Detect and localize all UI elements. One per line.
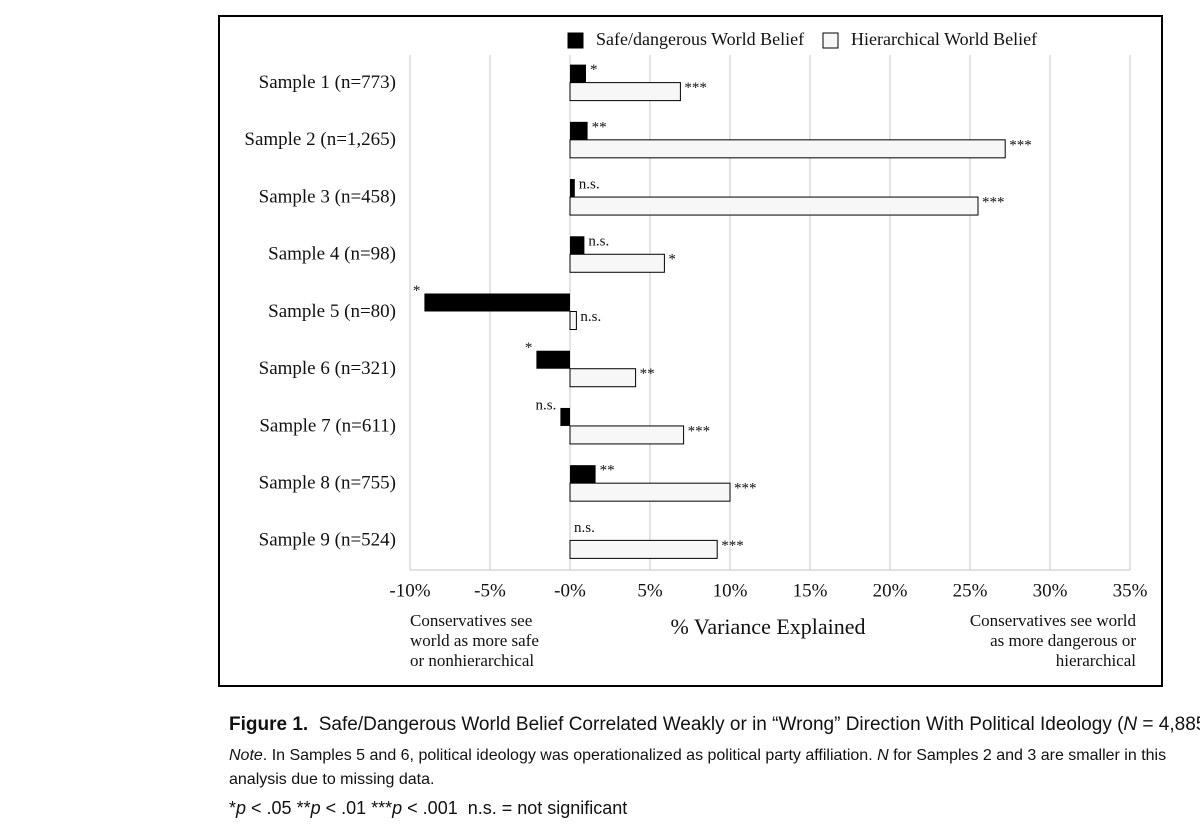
y-tick-label: Sample 2 (n=1,265) [244,129,396,150]
bar [569,196,979,216]
x-tick-label: 5% [637,580,663,601]
significance-label: n.s. [536,397,557,413]
caption-text: Safe/Dangerous World Belief Correlated W… [318,714,1124,735]
significance-label: n.s. [574,520,595,536]
y-tick-label: Sample 6 (n=321) [259,358,396,379]
footnote-text: n.s. = not significant [457,798,628,818]
x-tick-label: 10% [713,580,748,601]
significance-label: *** [734,481,757,497]
bar [570,121,588,140]
significance-label: n.s. [588,234,609,250]
footnote-text: p [310,798,321,818]
legend-swatch [567,32,584,49]
x-tick-label: 35% [1113,580,1148,601]
bar [560,407,570,426]
x-tick-label: 20% [873,580,908,601]
caption-label: Figure 1. [229,714,309,735]
caption-text: N [1123,714,1138,735]
right-note: as more dangerous or [990,631,1136,650]
bar [570,64,586,83]
left-note: or nonhierarchical [410,651,534,670]
bar [536,350,570,369]
significance-label: * [590,62,598,78]
footnote: *p < .05 **p < .01 ***p < .001 n.s. = no… [229,798,627,819]
bar [570,236,585,255]
footnote-text: p [236,798,247,818]
significance-label: * [525,340,533,356]
bar [569,368,637,388]
bar [569,539,718,559]
significance-label: n.s. [579,176,600,192]
legend-label: Safe/dangerous World Belief [596,29,804,49]
x-tick-label: -5% [474,580,506,601]
significance-label: ** [640,366,655,382]
legend-label: Hierarchical World Belief [851,29,1037,49]
y-tick-label: Sample 5 (n=80) [268,301,396,322]
footnote-text: < .05 ** [246,798,311,818]
note-text: . In Samples 5 and 6, political ideology… [262,747,878,764]
footnote-text: * [229,798,237,818]
bar [569,311,577,330]
significance-label: ** [600,463,615,479]
y-tick-label: Sample 9 (n=524) [259,530,396,551]
bar [570,465,596,484]
significance-label: ** [592,119,607,135]
note-text: for Samples 2 and 3 are smaller in this … [229,747,1167,788]
legend-swatch [822,32,839,49]
significance-label: *** [721,538,744,554]
right-note: hierarchical [1056,651,1136,670]
y-tick-label: Sample 3 (n=458) [259,186,396,207]
note-text: N [877,747,889,764]
significance-label: * [413,283,421,299]
footnote-text: p [392,798,403,818]
x-tick-label: -10% [389,580,430,601]
right-note: Conservatives see world [970,611,1137,630]
y-tick-label: Sample 4 (n=98) [268,244,396,265]
bar [424,293,570,312]
significance-label: *** [1009,137,1031,153]
chart: % Variance Explained Conservatives see w… [218,15,1163,687]
significance-label: n.s. [580,309,601,325]
frame [218,15,1163,687]
left-note: world as more safe [410,631,539,650]
footnote-text: < .01 *** [320,798,393,818]
x-tick-label: 30% [1033,580,1068,601]
x-tick-label: -0% [554,580,586,601]
bar [569,82,681,102]
significance-label: *** [982,194,1005,210]
bar [570,179,575,198]
y-tick-label: Sample 1 (n=773) [259,72,396,93]
significance-label: * [668,252,676,268]
x-tick-label: 15% [793,580,828,601]
significance-label: *** [688,423,711,439]
footnote-text: < .001 [402,798,458,818]
bar [569,482,731,502]
caption-title: Figure 1. Safe/Dangerous World Belief Co… [229,714,1200,736]
bar [569,139,1006,159]
note-text: Note [229,747,263,764]
y-tick-label: Sample 8 (n=755) [259,473,396,494]
bar [569,253,665,273]
caption-text: = 4,885). [1142,714,1200,735]
x-tick-label: 25% [953,580,988,601]
caption-note: Note. In Samples 5 and 6, political ideo… [229,744,1189,792]
x-axis-label: % Variance Explained [670,614,865,639]
left-note: Conservatives see [410,611,532,630]
significance-label: *** [684,80,707,96]
bar [569,425,685,445]
y-tick-label: Sample 7 (n=611) [259,415,396,436]
